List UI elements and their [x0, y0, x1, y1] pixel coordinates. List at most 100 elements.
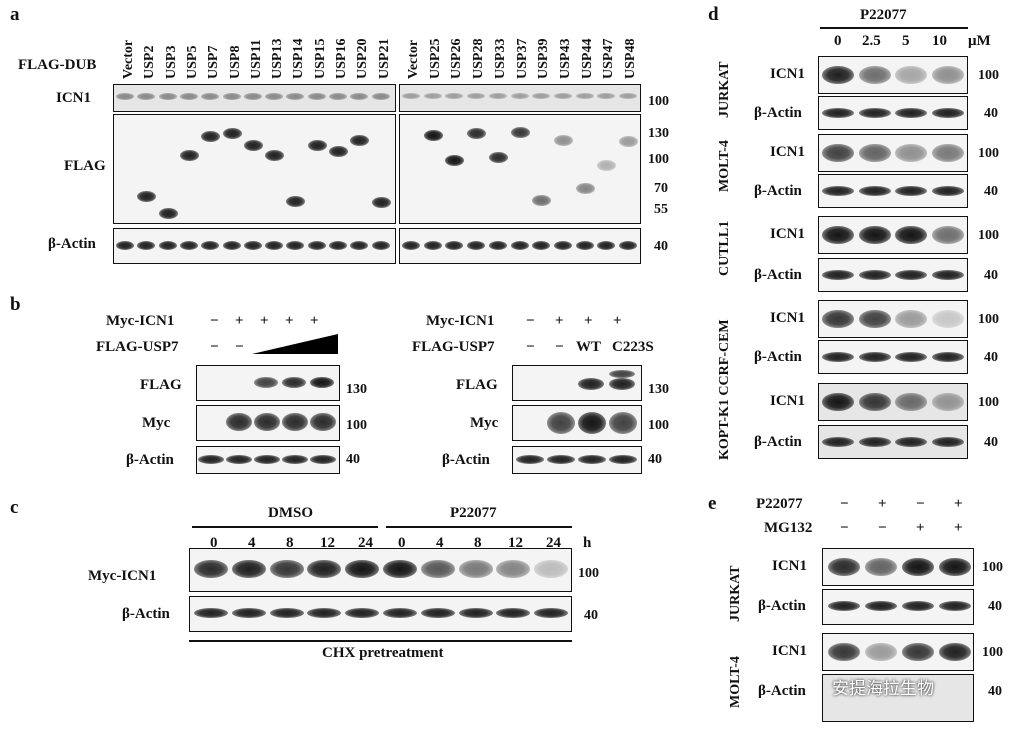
- dose-label: 5: [902, 33, 910, 49]
- actin-band: [371, 241, 390, 250]
- icn1-band: [822, 393, 854, 411]
- icn1-band: [467, 93, 486, 99]
- e-icn1-row-label: ICN1: [772, 558, 808, 574]
- d-actin-row-label: β-Actin: [754, 267, 802, 283]
- d-icn1-row-label: ICN1: [770, 393, 806, 409]
- actin-band: [609, 455, 637, 464]
- lane-label-left: USP8: [227, 45, 243, 79]
- flag-dub-band: [371, 197, 391, 208]
- flag-dub-band: [329, 146, 348, 157]
- flag-sign: −: [210, 339, 219, 355]
- blot-e-actin: [822, 674, 974, 722]
- icn1-band: [895, 144, 927, 162]
- icn1-band: [532, 93, 551, 99]
- actin-band: [895, 270, 927, 280]
- myc-icn1-band: [269, 560, 304, 578]
- myc-sign: +: [310, 313, 319, 329]
- actin-band: [931, 352, 964, 362]
- flag-dub-band: [158, 208, 178, 219]
- mg132-sign: −: [840, 520, 849, 536]
- marker-a-100-flag: 100: [648, 152, 669, 167]
- actin-band: [198, 455, 224, 464]
- actin-band: [488, 241, 507, 250]
- actin-band: [895, 108, 927, 118]
- icn1-band: [201, 93, 220, 100]
- p22077-sign: −: [916, 496, 925, 512]
- p22077-sign: +: [954, 496, 963, 512]
- actin-band: [269, 608, 304, 618]
- icn1-band: [822, 226, 854, 244]
- d-marker-40: 40: [984, 435, 998, 450]
- blot-a-icn1-right: [399, 84, 641, 112]
- myc-icn1-band: [307, 560, 342, 578]
- e-drug1-label: P22077: [756, 496, 803, 512]
- icn1-band: [575, 93, 594, 99]
- lane-label-left: USP14: [291, 38, 307, 79]
- icn1-band: [179, 93, 198, 100]
- flag-usp7-band: [609, 370, 635, 378]
- icn1-band: [895, 310, 927, 328]
- b-right-marker-40: 40: [648, 452, 662, 467]
- time-label: 12: [320, 535, 335, 551]
- lane-label-left: USP11: [248, 39, 264, 79]
- flag-dub-band: [286, 196, 306, 207]
- e-marker-100: 100: [982, 560, 1003, 575]
- icn1-band: [828, 643, 860, 661]
- flag-dub-band: [445, 155, 465, 166]
- lane-label-left: USP21: [376, 38, 392, 79]
- dose-label: 0: [834, 33, 842, 49]
- actin-band: [383, 608, 417, 618]
- flag-dub-band: [619, 136, 638, 147]
- actin-band: [194, 608, 228, 618]
- actin-band: [496, 608, 531, 618]
- myc-icn1-band: [383, 560, 417, 578]
- flag-dub-band: [532, 195, 552, 206]
- icn1-band: [597, 93, 616, 99]
- myc-icn1-band: [547, 412, 575, 434]
- myc-icn1-band: [534, 560, 569, 578]
- flag-sign: −: [235, 339, 244, 355]
- actin-band: [931, 186, 964, 196]
- icn1-band: [158, 93, 177, 100]
- flag-dub-band: [488, 152, 508, 163]
- flag-dub-band: [179, 150, 199, 161]
- c-group-p22077: P22077: [450, 505, 497, 521]
- actin-band: [201, 241, 220, 250]
- icn1-band: [423, 93, 442, 99]
- flag-usp7-band: [310, 377, 334, 388]
- time-label: 12: [508, 535, 523, 551]
- icn1-band: [931, 310, 964, 328]
- e-cell-molt4: MOLT-4: [728, 656, 743, 708]
- d-marker-40: 40: [984, 106, 998, 121]
- actin-band: [547, 455, 575, 464]
- c-group-dmso: DMSO: [268, 505, 313, 521]
- myc-icn1-band: [194, 560, 228, 578]
- lane-label-left: USP16: [334, 38, 349, 79]
- flag-usp7-band: [282, 377, 306, 388]
- lane-label-right: USP37: [514, 38, 530, 79]
- actin-band: [254, 455, 280, 464]
- lane-label-right: USP43: [557, 38, 573, 79]
- dose-label: 10: [932, 33, 947, 49]
- actin-band: [516, 455, 544, 464]
- lane-label-right: USP39: [536, 38, 552, 79]
- e-actin-row-label: β-Actin: [758, 683, 806, 699]
- d-cell-jurkat: JURKAT: [717, 61, 732, 118]
- c-marker-100: 100: [578, 566, 599, 581]
- actin-band: [307, 608, 342, 618]
- flag-usp7-band: [609, 378, 635, 390]
- actin-band: [858, 352, 891, 362]
- time-label: 24: [358, 535, 373, 551]
- lane-label-left: Vector: [121, 39, 136, 79]
- b-left-myc-label: Myc-ICN1: [106, 313, 175, 329]
- actin-band: [858, 437, 891, 447]
- marker-a-40: 40: [654, 239, 668, 254]
- marker-a-55: 55: [654, 202, 668, 217]
- lane-label-left: USP20: [355, 38, 371, 79]
- panel-e-label: e: [708, 493, 717, 514]
- actin-band: [116, 241, 134, 250]
- flag-dub-band: [307, 140, 327, 151]
- actin-band: [265, 241, 284, 250]
- mg132-sign: +: [916, 520, 925, 536]
- myc-sign: +: [555, 313, 564, 329]
